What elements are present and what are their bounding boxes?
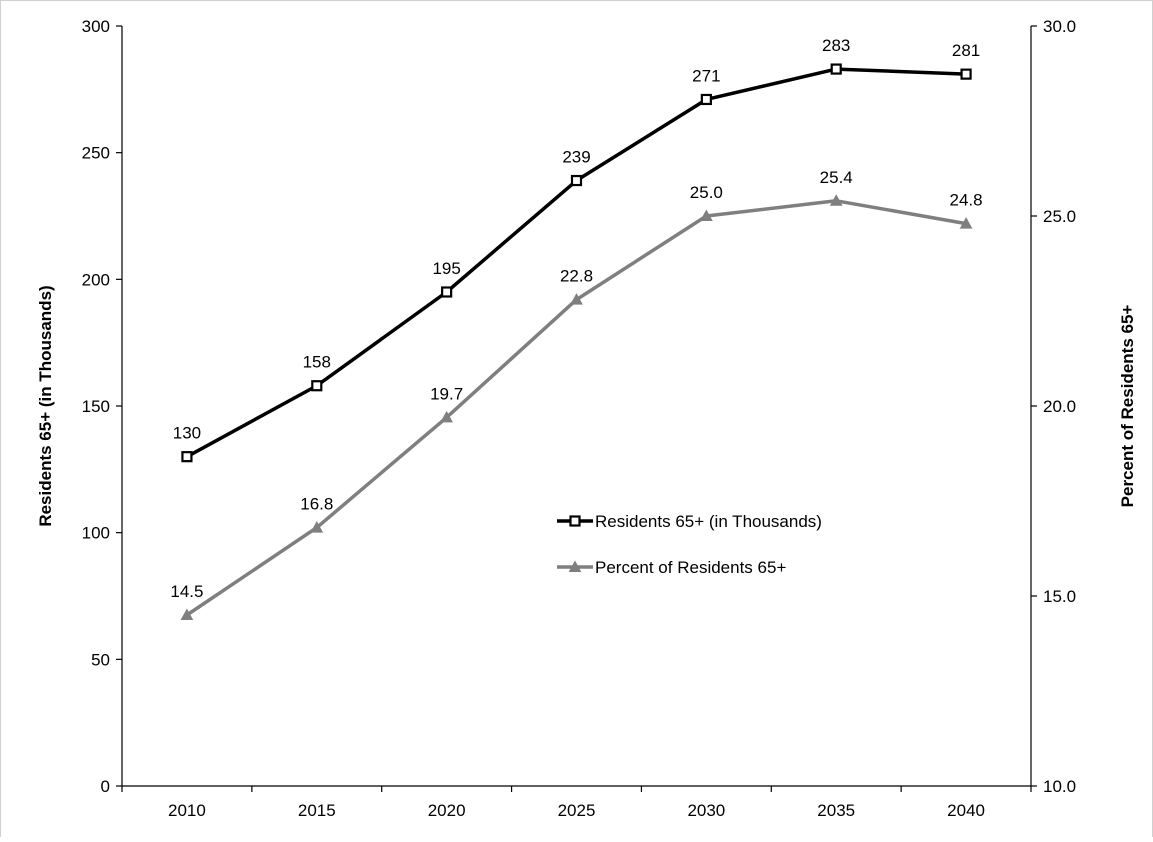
- data-label: 283: [822, 36, 850, 55]
- data-point-triangle: [180, 608, 194, 620]
- data-label: 25.0: [690, 183, 723, 202]
- x-tick-label: 2035: [817, 801, 855, 820]
- data-label: 16.8: [300, 495, 333, 514]
- y-right-tick-label: 15.0: [1043, 587, 1076, 606]
- y-left-tick-label: 250: [82, 144, 110, 163]
- y-right-tick-label: 10.0: [1043, 777, 1076, 796]
- data-point-square: [441, 286, 453, 298]
- legend-label-1: Residents 65+ (in Thousands): [595, 512, 822, 531]
- series-group: [180, 63, 973, 620]
- data-point-triangle: [959, 217, 973, 229]
- data-point-triangle: [829, 194, 843, 206]
- data-label: 271: [692, 66, 720, 85]
- x-tick-label: 2020: [428, 801, 466, 820]
- x-tick-label: 2010: [168, 801, 206, 820]
- data-label: 19.7: [430, 384, 463, 403]
- y-axis-left-title: Residents 65+ (in Thousands): [36, 285, 55, 526]
- legend: Residents 65+ (in Thousands) Percent of R…: [557, 512, 822, 577]
- y-left-tick-label: 0: [101, 777, 110, 796]
- y-left-tick-label: 150: [82, 397, 110, 416]
- data-point-triangle: [570, 293, 583, 305]
- x-tick-label: 2025: [558, 801, 596, 820]
- y-left-tick-label: 50: [91, 650, 110, 669]
- x-tick-label: 2015: [298, 801, 336, 820]
- data-label: 25.4: [820, 168, 853, 187]
- x-tick-label: 2040: [947, 801, 985, 820]
- y-right-tick-label: 25.0: [1043, 207, 1076, 226]
- data-label: 14.5: [170, 582, 203, 601]
- axes-group: 0 50 100 150 200 250 300 10.0 15.0 20.0 25.0 30.0 20…: [36, 17, 1137, 820]
- data-label: 281: [952, 41, 980, 60]
- data-point-square: [570, 174, 583, 187]
- y-axis-right-title: Percent of Residents 65+: [1118, 305, 1137, 508]
- data-point-square: [700, 93, 712, 106]
- data-point-triangle: [440, 410, 453, 423]
- data-point-triangle: [568, 560, 582, 572]
- data-label: 158: [303, 353, 331, 372]
- data-point-square: [311, 380, 323, 392]
- series-line-1: [186, 67, 967, 459]
- x-tick-label: 2030: [687, 801, 725, 820]
- data-label: 195: [432, 259, 460, 278]
- y-left-tick-label: 100: [82, 524, 110, 543]
- y-right-tick-label: 20.0: [1043, 397, 1076, 416]
- data-point-square: [569, 515, 581, 527]
- data-point-triangle: [310, 521, 324, 533]
- data-labels-group: 130 158 195 239 271 283 281 14.5 16.8 19.7 22.8 25.…: [170, 36, 982, 601]
- data-point-square: [181, 451, 193, 463]
- y-left-tick-label: 300: [82, 17, 110, 36]
- y-right-tick-label: 30.0: [1043, 17, 1076, 36]
- data-label: 24.8: [950, 191, 983, 210]
- data-point-square: [960, 68, 972, 80]
- data-label: 239: [562, 148, 590, 167]
- data-point-square: [830, 63, 842, 75]
- legend-label-2: Percent of Residents 65+: [595, 558, 786, 577]
- data-label: 130: [173, 424, 201, 443]
- data-label: 22.8: [560, 267, 593, 286]
- data-point-triangle: [700, 209, 713, 221]
- y-left-tick-label: 200: [82, 270, 110, 289]
- series-line-2: [185, 199, 967, 617]
